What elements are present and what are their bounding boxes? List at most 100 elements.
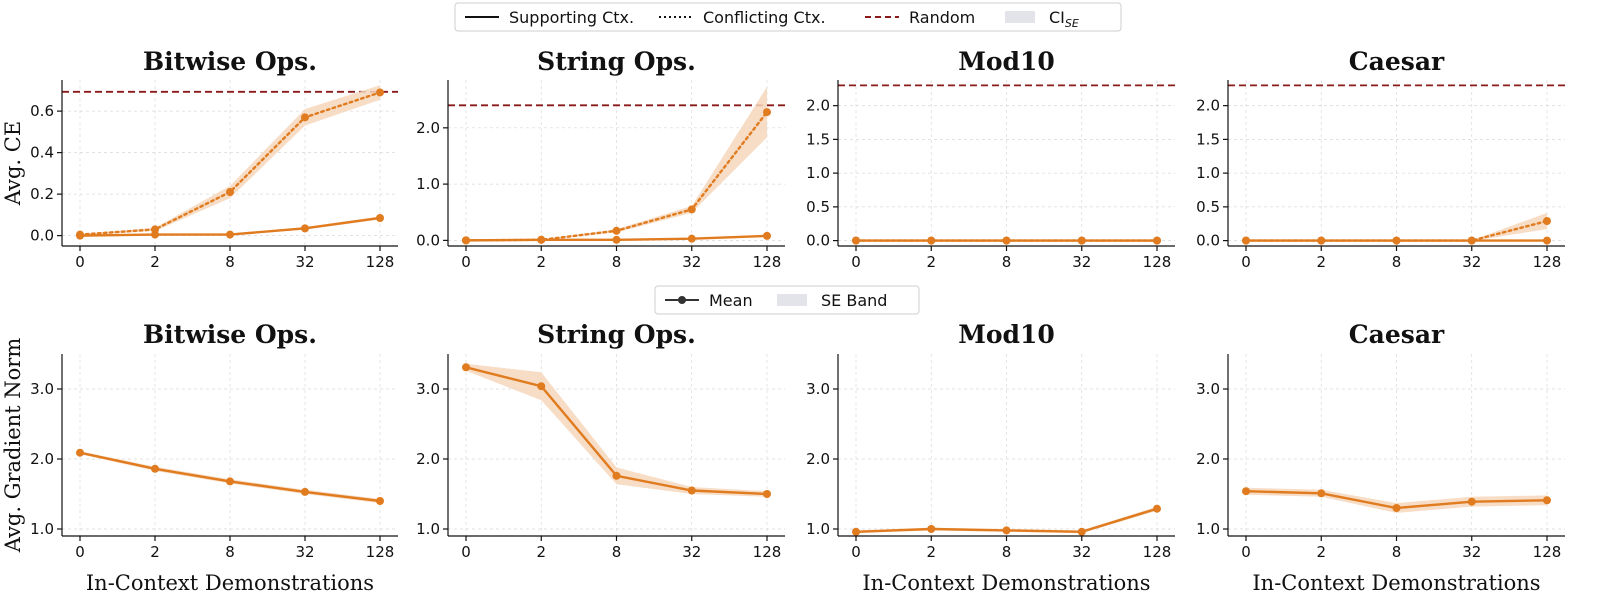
x-tick-label: 128 [1533, 543, 1562, 561]
data-point [1392, 504, 1401, 512]
chart-panel: String Ops. 0.0 1.0 2.0 0 2 8 32 128 [416, 47, 785, 271]
x-tick-label: 32 [295, 253, 314, 271]
x-tick-label: 2 [926, 253, 936, 271]
y-tick-label: 1.0 [1196, 520, 1220, 538]
data-point [612, 235, 621, 244]
x-axis-label: In-Context Demonstrations [862, 571, 1150, 595]
legend-frame [454, 2, 1122, 32]
data-point [151, 225, 159, 234]
x-tick-label: 32 [295, 543, 314, 561]
chart-panel: Caesar 1.0 2.0 3.0 0 2 8 32 128 In-Context Demons… [1196, 320, 1565, 595]
x-tick-label: 128 [753, 253, 782, 271]
y-tick-label: 1.5 [1196, 130, 1220, 148]
y-tick-label: 1.0 [416, 175, 440, 193]
data-point [462, 363, 470, 372]
x-tick-label: 0 [1241, 543, 1251, 561]
data-point [1317, 236, 1326, 245]
x-tick-label: 0 [851, 253, 861, 271]
x-tick-label: 2 [926, 543, 936, 561]
data-point [763, 108, 771, 117]
x-tick-label: 0 [851, 543, 861, 561]
top-legend: Supporting Ctx. Conflicting Ctx. Random CIS… [454, 2, 1122, 32]
legend-band-patch [1005, 11, 1035, 23]
y-tick-label: 3.0 [30, 380, 54, 398]
data-point [1242, 236, 1250, 245]
x-tick-label: 128 [366, 543, 395, 561]
data-point [852, 527, 860, 536]
x-tick-label: 128 [1143, 543, 1172, 561]
data-point [376, 497, 384, 505]
y-tick-label: 0.5 [806, 198, 830, 216]
y-tick-label: 2.0 [416, 450, 440, 468]
panels: Bitwise Ops. 0.0 0.2 0.4 0.6 0 2 8 32 128 Avg. CE S… [1, 47, 1565, 595]
legend-entry: SE Band [777, 291, 887, 310]
x-tick-label: 32 [682, 543, 701, 561]
x-tick-label: 128 [1533, 253, 1562, 271]
y-tick-label: 3.0 [1196, 380, 1220, 398]
se-band [80, 85, 380, 236]
x-tick-label: 8 [612, 253, 622, 271]
x-tick-label: 128 [366, 253, 395, 271]
chart-panel: String Ops. 1.0 2.0 3.0 0 2 8 32 128 [416, 320, 785, 561]
data-point [852, 236, 860, 245]
data-point [301, 487, 309, 496]
x-tick-label: 8 [1002, 253, 1012, 271]
data-point [1077, 527, 1086, 536]
x-tick-label: 0 [75, 253, 85, 271]
x-tick-label: 8 [1392, 543, 1402, 561]
y-axis-label: Avg. CE [1, 121, 25, 206]
data-point [1543, 217, 1551, 226]
data-point [1467, 236, 1476, 245]
data-point [1467, 497, 1476, 506]
data-point [226, 188, 234, 197]
x-tick-label: 8 [1002, 543, 1012, 561]
panel-title: Bitwise Ops. [143, 47, 317, 76]
legend-entry: CISE [1005, 8, 1079, 30]
legend-label: CISE [1049, 8, 1079, 30]
y-tick-label: 1.0 [1196, 164, 1220, 182]
panel-title: Bitwise Ops. [143, 320, 317, 349]
se-band [466, 86, 767, 241]
data-point [1543, 236, 1551, 245]
data-point [612, 226, 621, 235]
legend-label-text: SE Band [821, 291, 887, 310]
y-tick-label: 2.0 [1196, 97, 1220, 115]
x-axis-label: In-Context Demonstrations [1252, 571, 1540, 595]
y-tick-label: 0.0 [30, 227, 54, 245]
data-point [927, 236, 936, 245]
x-tick-label: 2 [1316, 253, 1326, 271]
x-tick-label: 32 [1462, 543, 1481, 561]
chart-panel: Bitwise Ops. 1.0 2.0 3.0 0 2 8 32 128 Avg. Gradie… [1, 320, 398, 595]
data-point [226, 477, 234, 486]
y-tick-label: 0.5 [1196, 198, 1220, 216]
data-point [1317, 489, 1326, 498]
se-band [466, 363, 767, 497]
y-tick-label: 1.0 [416, 520, 440, 538]
data-point [376, 213, 384, 222]
y-tick-label: 0.0 [1196, 232, 1220, 250]
data-point [1153, 236, 1161, 245]
data-point [462, 236, 470, 245]
legend-entry: Mean [665, 291, 753, 310]
legend-label-text: Supporting Ctx. [509, 8, 634, 27]
data-point [301, 224, 309, 233]
chart-panel: Bitwise Ops. 0.0 0.2 0.4 0.6 0 2 8 32 128 Avg. CE [1, 47, 398, 271]
x-tick-label: 128 [753, 543, 782, 561]
y-tick-label: 1.0 [30, 520, 54, 538]
legend-label: Random [909, 8, 975, 27]
data-point [1002, 236, 1011, 245]
panel-title: Mod10 [958, 47, 1055, 76]
data-point [1077, 236, 1086, 245]
x-tick-label: 8 [1392, 253, 1402, 271]
y-tick-label: 2.0 [806, 450, 830, 468]
y-tick-label: 2.0 [416, 119, 440, 137]
legend-label-subscript: SE [1065, 17, 1079, 30]
y-tick-label: 0.2 [30, 185, 54, 203]
legend-label-text: Random [909, 8, 975, 27]
panel-title: Mod10 [958, 320, 1055, 349]
panel-title: String Ops. [537, 320, 696, 349]
data-point [1392, 236, 1401, 245]
data-point [76, 448, 84, 457]
data-point [537, 235, 546, 244]
